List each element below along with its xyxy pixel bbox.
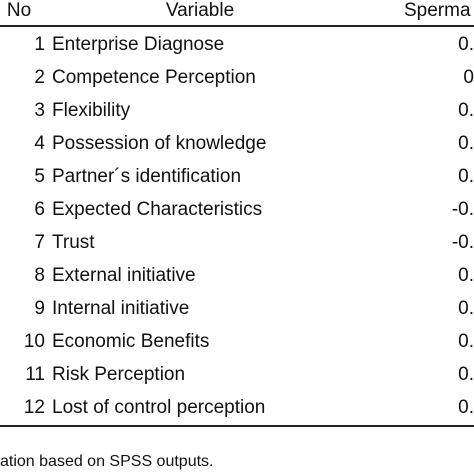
variable-name: Risk Perception xyxy=(52,364,186,385)
row-number: 9 xyxy=(34,298,45,319)
value: -0. xyxy=(451,232,474,253)
footnote: ation based on SPSS outputs. xyxy=(0,453,214,470)
variable-name: Possession of knowledge xyxy=(52,133,267,154)
value: 0. xyxy=(458,397,474,418)
value: 0. xyxy=(458,265,474,286)
value: 0 xyxy=(463,67,474,88)
value: 0. xyxy=(458,34,474,55)
variable-name: Competence Perception xyxy=(52,67,256,88)
row-number: 5 xyxy=(34,166,45,187)
row-number: 3 xyxy=(34,100,45,121)
row-number: 12 xyxy=(23,397,45,418)
row-number: 2 xyxy=(34,67,45,88)
value: 0. xyxy=(458,298,474,319)
variable-name: Lost of control perception xyxy=(52,397,266,418)
value: 0. xyxy=(458,331,474,352)
row-number: 4 xyxy=(34,133,45,154)
header-cell: No xyxy=(6,0,32,21)
value: 0. xyxy=(458,166,474,187)
variable-name: Partner´s identification xyxy=(52,166,242,187)
header-cell: Sperma xyxy=(404,0,471,21)
variable-name: Economic Benefits xyxy=(52,331,210,352)
variable-name: Trust xyxy=(52,232,95,253)
variable-name: External initiative xyxy=(52,265,196,286)
row-number: 7 xyxy=(34,232,45,253)
value: 0. xyxy=(458,364,474,385)
value: 0. xyxy=(458,133,474,154)
variable-name: Flexibility xyxy=(52,100,131,121)
row-number: 10 xyxy=(23,331,45,352)
row-number: 11 xyxy=(25,364,45,385)
variable-name: Expected Characteristics xyxy=(52,199,263,220)
row-number: 6 xyxy=(34,199,45,220)
value: -0. xyxy=(451,199,474,220)
value: 0. xyxy=(458,100,474,121)
variable-name: Internal initiative xyxy=(52,298,190,319)
variable-name: Enterprise Diagnose xyxy=(52,34,225,55)
row-number: 8 xyxy=(34,265,45,286)
rule xyxy=(0,425,474,427)
row-number: 1 xyxy=(34,34,45,55)
rule xyxy=(0,25,474,27)
header-cell: Variable xyxy=(165,0,235,21)
